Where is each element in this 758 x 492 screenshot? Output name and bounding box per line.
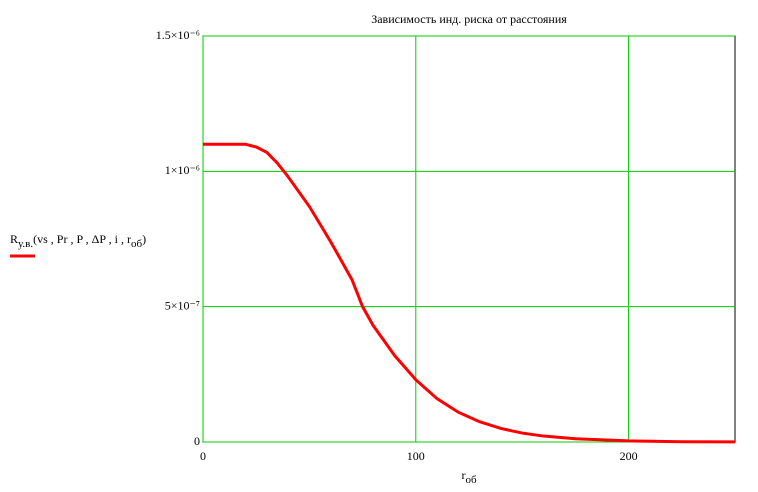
y-axis-label: Rу.в.(vs , Pr , P , ΔP , i , rоб) [10, 232, 146, 250]
y-axis-label-part: об [131, 238, 143, 250]
x-axis-label-part: об [465, 474, 477, 486]
data-line [203, 142, 736, 444]
y-axis-label-part: R [10, 232, 18, 246]
plot-frame [202, 35, 736, 443]
y-axis-label-part: у.в. [18, 238, 33, 250]
y-tick-label: 5×10⁻⁷ [165, 298, 200, 312]
x-tick-label: 200 [620, 449, 638, 463]
y-axis-label-part: (vs , Pr , P , ΔP , i , r [33, 232, 131, 246]
x-tick-label: 0 [200, 449, 206, 463]
x-tick-label: 100 [407, 449, 425, 463]
y-tick-label: 1.5×10⁻⁶ [156, 28, 200, 42]
y-axis-label-part: ) [142, 232, 146, 246]
x-axis-label-part: r [461, 468, 465, 482]
y-tick-label: 1×10⁻⁶ [165, 163, 200, 177]
y-tick-label: 0 [194, 434, 200, 448]
x-axis-label: rоб [461, 468, 477, 486]
chart-title: Зависимость инд. риска от расстояния [371, 12, 567, 26]
